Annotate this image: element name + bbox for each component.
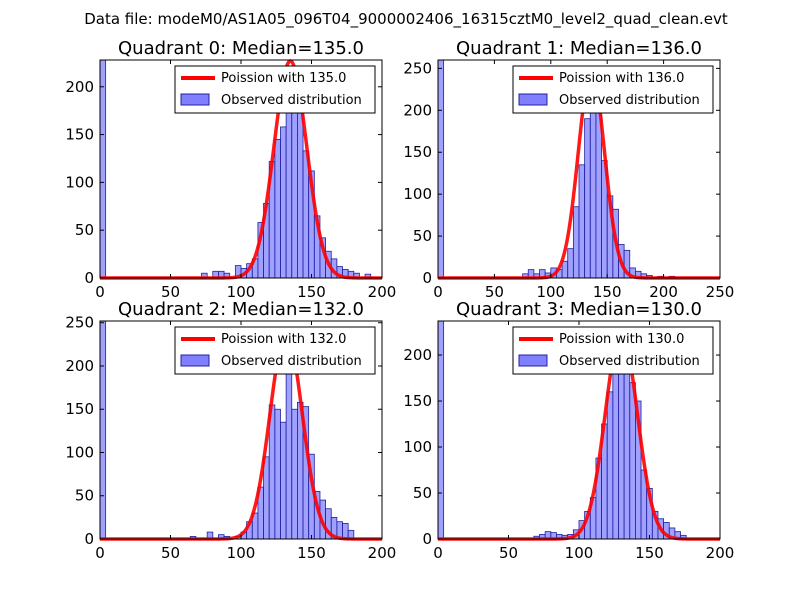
quadrant-3-legend-curve-label: Poission with 130.0 — [559, 332, 684, 347]
q1-xtick-label-4: 200 — [649, 283, 678, 301]
q2-xtick-label-0: 0 — [95, 544, 105, 562]
q0-ytick-label-4: 200 — [65, 78, 94, 96]
q3-ytick-label-3: 150 — [403, 392, 432, 410]
q2-xtick-label-1: 50 — [161, 544, 180, 562]
q1-xtick-label-3: 150 — [593, 283, 622, 301]
q3-ytick-label-4: 200 — [403, 346, 432, 364]
q0-xtick-label-2: 100 — [227, 283, 256, 301]
quadrant-1-title: Quadrant 1: Median=136.0 — [456, 38, 702, 59]
q2-bin-bar-12 — [274, 408, 281, 540]
q0-ytick-label-2: 100 — [65, 173, 94, 191]
q2-xtick-label-2: 100 — [227, 544, 256, 562]
q1-ytick-label-1: 50 — [413, 227, 432, 245]
q2-bin-bar-24 — [342, 523, 349, 540]
q0-xtick-label-1: 50 — [161, 283, 180, 301]
quadrant-3-legend-bar-label: Observed distribution — [559, 354, 700, 369]
q1-ytick-label-5: 250 — [403, 59, 432, 77]
q3-xtick-label-3: 150 — [635, 544, 664, 562]
quadrant-0-legend-bar-label: Observed distribution — [221, 93, 362, 108]
quadrant-1-legend-bar-label: Observed distribution — [559, 93, 700, 108]
q1-ytick-label-4: 200 — [403, 101, 432, 119]
q2-ytick-label-2: 100 — [65, 443, 94, 461]
q2-ytick-label-5: 250 — [65, 314, 94, 332]
quadrant-0-legend-bar-swatch — [180, 93, 210, 106]
q3-ytick-label-0: 0 — [422, 530, 432, 548]
quadrant-3-title: Quadrant 3: Median=130.0 — [456, 299, 702, 320]
q0-xtick-label-3: 150 — [297, 283, 326, 301]
q2-xtick-label-3: 150 — [297, 544, 326, 562]
q0-xtick-label-0: 0 — [95, 283, 105, 301]
q2-bin-bar-13 — [280, 421, 287, 540]
quadrant-1-legend-curve-label: Poission with 136.0 — [559, 71, 684, 86]
quadrant-2-legend-curve-label: Poission with 132.0 — [221, 332, 346, 347]
quadrant-1-legend: Poission with 136.0 Observed distributio… — [512, 65, 714, 114]
q2-ytick-label-1: 50 — [75, 487, 94, 505]
quadrant-0-panel: Quadrant 0: Median=135.0 0 50 100 150 200 0 50… — [65, 38, 396, 301]
q3-bin-bar-0 — [437, 320, 445, 540]
q2-ytick-label-4: 200 — [65, 357, 94, 375]
q3-bin-bar-18 — [629, 382, 636, 540]
q3-ytick-label-1: 50 — [413, 484, 432, 502]
q2-bin-bar-14 — [285, 352, 293, 540]
q2-bin-bar-15 — [291, 408, 298, 540]
q0-ytick-label-1: 50 — [75, 221, 94, 239]
q0-bin-bar-17 — [302, 150, 310, 279]
quadrant-2-panel: Quadrant 2: Median=132.0 0 50 100 150 200 0 50… — [65, 299, 396, 562]
quadrant-1-panel: Quadrant 1: Median=136.0 0 50 100 150 200 250… — [403, 38, 734, 301]
q1-bin-bar-12 — [584, 118, 591, 279]
q3-bin-bar-14 — [606, 391, 614, 540]
q0-ytick-label-3: 150 — [65, 126, 94, 144]
q1-ytick-label-0: 0 — [422, 269, 432, 287]
q0-bin-bar-13 — [280, 126, 287, 279]
q0-bin-bar-0 — [99, 59, 107, 279]
q3-xtick-label-0: 0 — [433, 544, 443, 562]
quadrant-0-legend: Poission with 135.0 Observed distributio… — [174, 65, 376, 114]
quadrant-1-plot-area: 0 50 100 150 200 250 0 50 100 150 200 250 — [403, 59, 734, 301]
q0-xtick-label-4: 200 — [368, 283, 397, 301]
q1-bin-bar-10 — [572, 206, 580, 279]
quadrant-1-legend-bar-swatch — [518, 93, 548, 106]
q3-xtick-label-1: 50 — [499, 544, 518, 562]
figure-suptitle: Data file: modeM0/AS1A05_096T04_90000024… — [84, 10, 728, 29]
q1-bin-bar-8 — [561, 260, 569, 279]
q3-bin-bar-17 — [623, 359, 631, 540]
q3-bin-bar-15 — [612, 363, 619, 540]
quadrant-2-legend-bar-swatch — [180, 354, 210, 367]
q0-bin-bar-14 — [285, 94, 293, 279]
q2-xtick-label-4: 200 — [368, 544, 397, 562]
quadrant-2-title: Quadrant 2: Median=132.0 — [118, 299, 364, 320]
q1-xtick-label-2: 100 — [536, 283, 565, 301]
q1-bin-bar-11 — [578, 164, 586, 279]
q1-bin-bar-9 — [567, 248, 574, 279]
q1-xtick-label-1: 50 — [485, 283, 504, 301]
q1-ytick-label-2: 100 — [403, 185, 432, 203]
q0-bin-bar-12 — [274, 138, 281, 279]
q1-xtick-label-0: 0 — [433, 283, 443, 301]
quadrant-3-panel: Quadrant 3: Median=130.0 0 50 100 150 200 0 50… — [403, 299, 734, 562]
quadrant-0-legend-curve-label: Poission with 135.0 — [221, 71, 346, 86]
quadrant-2-legend: Poission with 132.0 Observed distributio… — [174, 326, 376, 375]
quadrant-3-legend-bar-swatch — [518, 354, 548, 367]
quadrant-3-plot-area: 0 50 100 150 200 0 50 100 150 200 — [403, 320, 735, 562]
q2-ytick-label-3: 150 — [65, 400, 94, 418]
q2-bin-bar-10 — [263, 456, 270, 540]
q0-ytick-label-0: 0 — [84, 269, 94, 287]
quadrant-3-legend: Poission with 130.0 Observed distributio… — [512, 326, 714, 375]
q3-ytick-label-2: 100 — [403, 438, 432, 456]
q1-axes-frame — [437, 59, 721, 279]
q1-ytick-label-3: 150 — [403, 143, 432, 161]
quadrant-2-plot-area: 0 50 100 150 200 0 50 100 150 200 250 — [65, 314, 396, 562]
quadrant-0-plot-area: 0 50 100 150 200 0 50 100 150 200 — [65, 59, 397, 301]
q2-ytick-label-0: 0 — [84, 530, 94, 548]
q1-bin-bar-0 — [437, 59, 445, 279]
q1-xtick-label-5: 250 — [706, 283, 735, 301]
quadrant-2-legend-bar-label: Observed distribution — [221, 354, 362, 369]
q3-xtick-label-4: 200 — [706, 544, 735, 562]
q3-xtick-label-2: 100 — [565, 544, 594, 562]
q2-bin-bar-0 — [99, 320, 107, 540]
quadrant-0-title: Quadrant 0: Median=135.0 — [118, 38, 364, 59]
